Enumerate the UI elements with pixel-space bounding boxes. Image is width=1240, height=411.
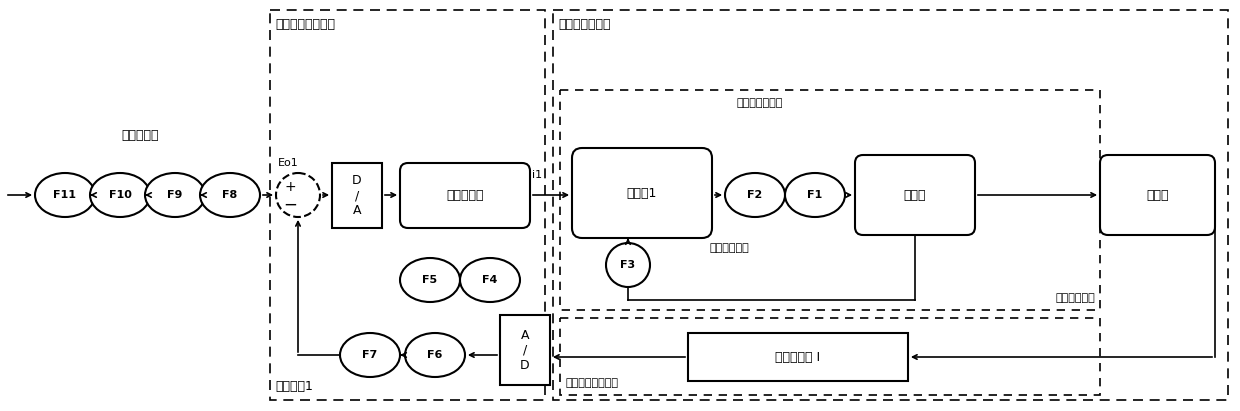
Ellipse shape — [35, 173, 95, 217]
Ellipse shape — [725, 173, 785, 217]
Text: F2: F2 — [748, 190, 763, 200]
Text: +: + — [284, 180, 296, 194]
Text: D
/
A: D / A — [352, 174, 362, 217]
Text: F4: F4 — [482, 275, 497, 285]
Text: i1: i1 — [532, 170, 542, 180]
Ellipse shape — [401, 258, 460, 302]
Circle shape — [277, 173, 320, 217]
FancyBboxPatch shape — [572, 148, 712, 238]
FancyBboxPatch shape — [856, 155, 975, 235]
Text: 反馈杆力反馈: 反馈杆力反馈 — [711, 243, 750, 253]
Circle shape — [606, 243, 650, 287]
Text: F3: F3 — [620, 260, 636, 270]
Ellipse shape — [405, 333, 465, 377]
Text: A
/
D: A / D — [521, 328, 529, 372]
Text: F11: F11 — [53, 190, 77, 200]
Text: F10: F10 — [109, 190, 131, 200]
Text: 三余度伺服控制器: 三余度伺服控制器 — [275, 18, 335, 30]
Text: 前置级控制流量: 前置级控制流量 — [737, 98, 784, 108]
Text: F8: F8 — [222, 190, 238, 200]
Bar — [500, 315, 551, 385]
Text: F1: F1 — [807, 190, 822, 200]
Text: F6: F6 — [428, 350, 443, 360]
Bar — [332, 163, 382, 228]
Text: F5: F5 — [423, 275, 438, 285]
Bar — [688, 333, 908, 381]
Text: 三余度伺服阀: 三余度伺服阀 — [1055, 293, 1095, 303]
Ellipse shape — [200, 173, 260, 217]
Text: 位移传感器 I: 位移传感器 I — [775, 351, 821, 363]
FancyBboxPatch shape — [401, 163, 529, 228]
Bar — [560, 90, 1100, 310]
Text: −: − — [283, 196, 296, 214]
Text: 三余度位移传感器: 三余度位移传感器 — [565, 378, 618, 388]
Text: 滑阀副: 滑阀副 — [904, 189, 926, 201]
Ellipse shape — [91, 173, 150, 217]
Text: 指令、供电: 指令、供电 — [122, 129, 159, 141]
Text: Eo1: Eo1 — [278, 158, 299, 168]
Text: 作动器: 作动器 — [1146, 189, 1169, 201]
FancyBboxPatch shape — [1100, 155, 1215, 235]
Text: F9: F9 — [167, 190, 182, 200]
Ellipse shape — [145, 173, 205, 217]
Bar — [553, 10, 1228, 400]
Text: 前置级1: 前置级1 — [626, 187, 657, 199]
Ellipse shape — [785, 173, 844, 217]
Text: 伺服放大器: 伺服放大器 — [446, 189, 484, 202]
Text: 三余度伺服机构: 三余度伺服机构 — [558, 18, 610, 30]
Text: 子控制全1: 子控制全1 — [275, 379, 312, 393]
Ellipse shape — [340, 333, 401, 377]
Bar — [560, 318, 1100, 395]
Text: F7: F7 — [362, 350, 378, 360]
Ellipse shape — [460, 258, 520, 302]
Bar — [270, 10, 546, 400]
